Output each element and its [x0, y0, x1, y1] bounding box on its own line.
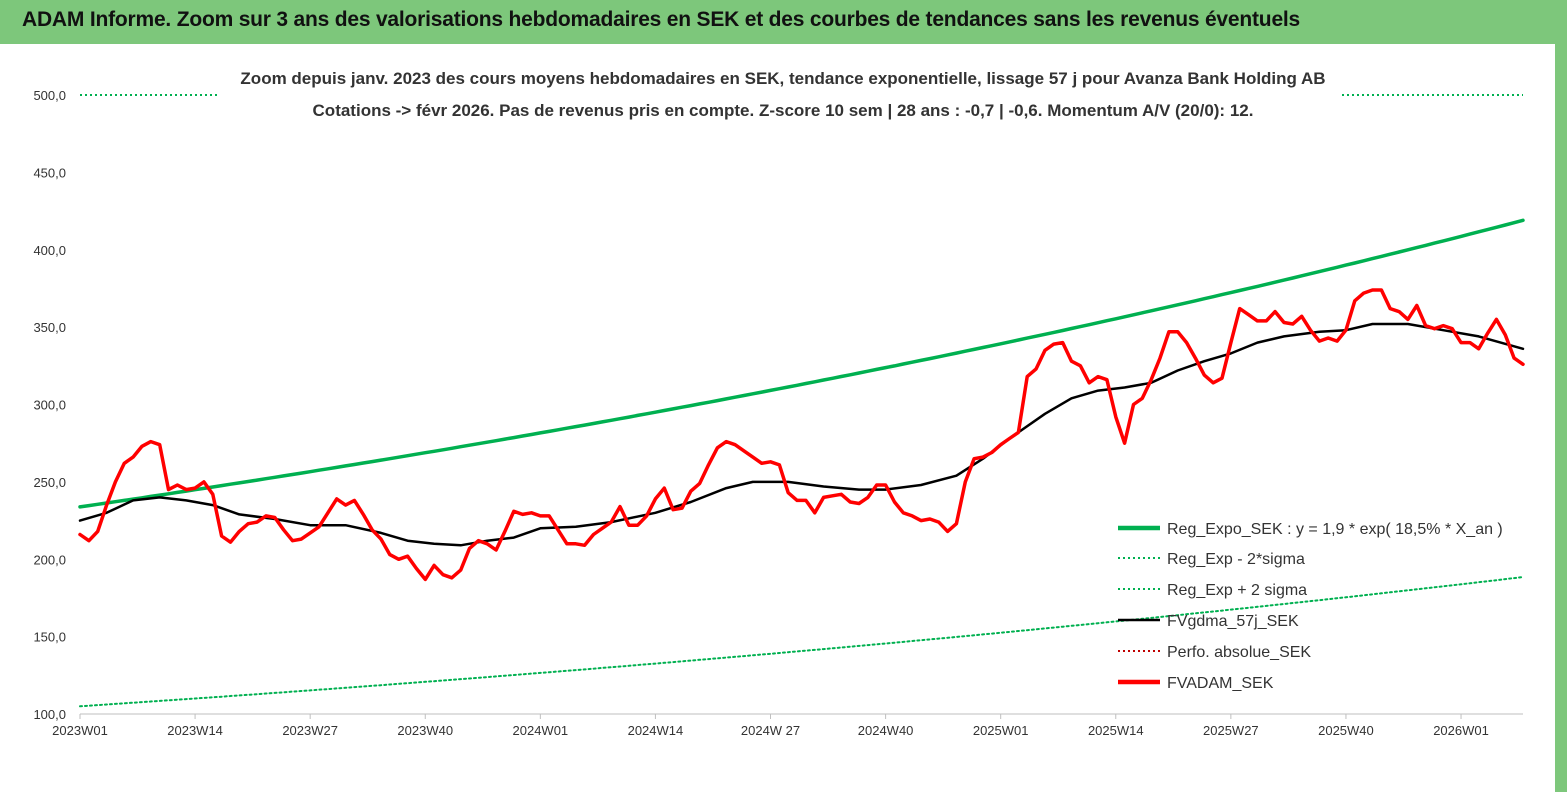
y-tick-label: 150,0: [33, 630, 66, 645]
right-edge-bar: [1555, 0, 1567, 792]
legend-entry-label: Reg_Expo_SEK : y = 1,9 * exp( 18,5% * X_…: [1167, 521, 1503, 538]
y-tick-label: 250,0: [33, 475, 66, 490]
page-title: ADAM Informe. Zoom sur 3 ans des valoris…: [22, 8, 1301, 31]
x-tick-label: 2023W01: [52, 723, 108, 738]
x-tick-label: 2023W14: [167, 723, 223, 738]
x-tick-label: 2024W01: [513, 723, 569, 738]
legend-entry-label: FVADAM_SEK: [1167, 675, 1274, 692]
series-line-5: [78, 288, 1525, 582]
legend-entry-label: FVgdma_57j_SEK: [1167, 613, 1299, 630]
legend-entry-label: Perfo. absolue_SEK: [1167, 644, 1311, 661]
y-tick-label: 500,0: [33, 88, 66, 103]
series-line-1: [79, 576, 1524, 708]
x-axis-labels: 2023W01 2023W14 2023W27 2023W40 2024W01 2024W…: [52, 723, 1489, 738]
y-tick-label: 200,0: [33, 552, 66, 567]
x-tick-label: 2026W01: [1433, 723, 1489, 738]
x-tick-label: 2024W40: [858, 723, 914, 738]
x-tick-label: 2025W40: [1318, 723, 1374, 738]
chart-background: [0, 44, 1555, 792]
header-bar: ADAM Informe. Zoom sur 3 ans des valoris…: [0, 0, 1555, 44]
x-tick-label: 2025W01: [973, 723, 1029, 738]
chart-title-line2: Cotations -> févr 2026. Pas de revenus p…: [313, 101, 1254, 120]
x-tick-label: 2024W14: [628, 723, 684, 738]
series-line-3: [78, 322, 1525, 547]
x-tick-label: 2025W27: [1203, 723, 1259, 738]
x-axis: [79, 713, 1523, 719]
y-tick-label: 350,0: [33, 320, 66, 335]
chart-title-line1: Zoom depuis janv. 2023 des cours moyens …: [240, 69, 1325, 88]
y-tick-label: 100,0: [33, 707, 66, 722]
y-tick-label: 300,0: [33, 398, 66, 413]
y-tick-label: 400,0: [33, 243, 66, 258]
x-tick-label: 2025W14: [1088, 723, 1144, 738]
legend-entry-label: Reg_Exp + 2 sigma: [1167, 582, 1307, 599]
series-layer: [78, 94, 1525, 708]
x-tick-label: 2023W40: [397, 723, 453, 738]
x-tick-label: 2024W 27: [741, 723, 800, 738]
y-axis-labels: 100,0 150,0 200,0 250,0 300,0 350,0 400,0 450,0…: [33, 88, 66, 722]
y-tick-label: 450,0: [33, 165, 66, 180]
chart: 100,0 150,0 200,0 250,0 300,0 350,0 400,0 450,0…: [0, 44, 1555, 792]
legend: Reg_Expo_SEK : y = 1,9 * exp( 18,5% * X_…: [1118, 521, 1503, 692]
x-tick-label: 2023W27: [282, 723, 338, 738]
legend-entry-label: Reg_Exp - 2*sigma: [1167, 551, 1305, 568]
series-line-0: [78, 218, 1525, 509]
